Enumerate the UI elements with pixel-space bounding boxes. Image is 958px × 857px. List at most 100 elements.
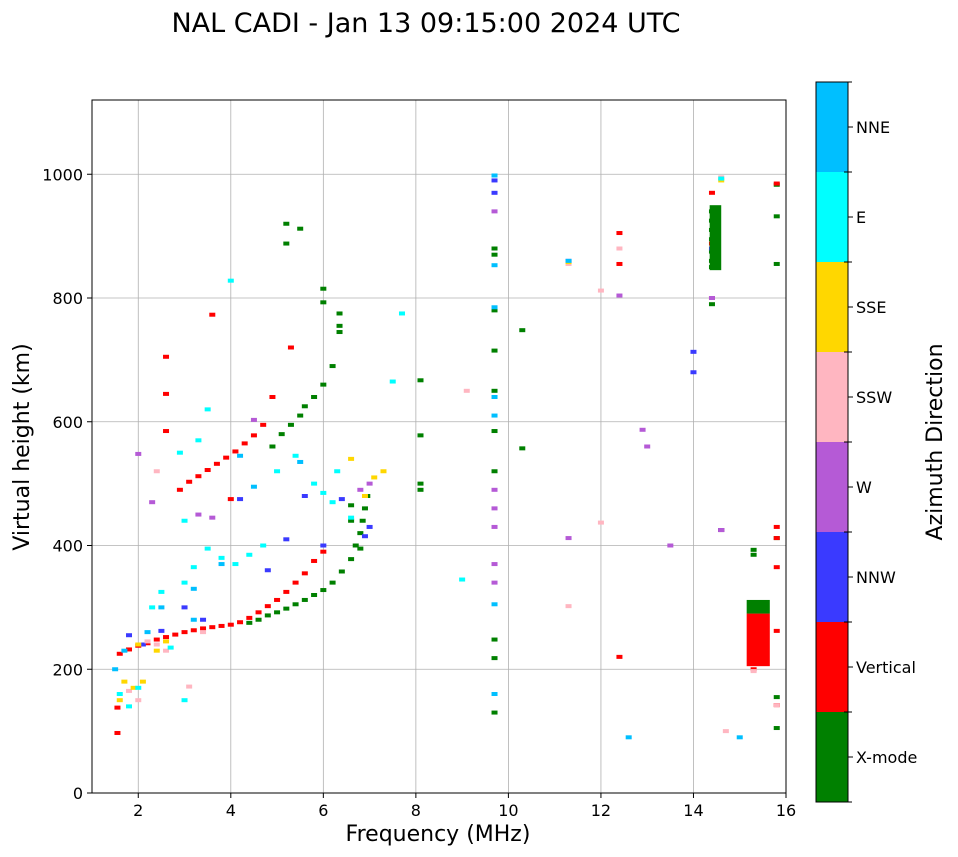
data-point: [237, 620, 244, 625]
series-nne: [112, 173, 743, 740]
colorbar-segment: [816, 352, 848, 442]
data-point: [491, 388, 498, 393]
data-point: [338, 497, 345, 502]
data-point: [329, 500, 336, 505]
data-point: [144, 630, 151, 635]
data-point: [491, 524, 498, 529]
data-point: [750, 552, 757, 557]
data-point: [320, 543, 327, 548]
data-point: [153, 637, 160, 642]
data-point: [491, 413, 498, 418]
data-point: [338, 569, 345, 574]
data-point: [241, 441, 248, 446]
y-tick-label: 400: [52, 537, 83, 556]
data-point: [204, 407, 211, 412]
data-point: [311, 593, 318, 597]
data-point: [264, 568, 271, 573]
data-point: [181, 605, 188, 610]
data-point: [190, 628, 197, 633]
data-point: [163, 648, 170, 653]
data-point: [361, 534, 368, 539]
data-point: [250, 484, 257, 489]
data-point: [135, 685, 142, 690]
data-point: [348, 518, 355, 523]
data-point: [311, 481, 318, 486]
y-tick-label: 800: [52, 289, 83, 308]
data-point: [616, 231, 623, 236]
data-point: [644, 444, 651, 449]
data-point: [311, 558, 318, 563]
data-bar: [746, 599, 770, 614]
data-point: [237, 453, 244, 458]
data-point: [181, 630, 188, 635]
data-point: [366, 481, 373, 486]
colorbar-tick-label: NNW: [856, 568, 896, 587]
data-point: [195, 474, 202, 479]
data-point: [301, 404, 308, 409]
data-point: [135, 451, 142, 456]
data-point: [371, 475, 378, 480]
data-point: [320, 490, 327, 495]
colorbar-tick-label: NNE: [856, 118, 890, 137]
series-w: [135, 209, 725, 585]
data-point: [750, 669, 757, 674]
data-point: [639, 427, 646, 432]
data-point: [336, 330, 343, 335]
colorbar-tick-label: SSW: [856, 388, 892, 407]
colorbar-segment: [816, 82, 848, 172]
data-point: [274, 597, 281, 602]
data-point: [114, 705, 121, 710]
data-point: [176, 487, 183, 492]
data-point: [491, 692, 498, 696]
data-point: [311, 395, 318, 399]
data-point: [297, 226, 304, 231]
data-point: [126, 688, 133, 693]
data-point: [667, 543, 674, 548]
data-point: [773, 214, 780, 219]
data-point: [163, 429, 170, 434]
data-point: [398, 311, 405, 316]
data-point: [348, 515, 355, 520]
data-point: [366, 524, 373, 529]
x-axis-label: Frequency (MHz): [346, 822, 531, 847]
data-points: [112, 173, 780, 740]
data-point: [158, 628, 165, 633]
data-bar: [746, 613, 770, 667]
data-point: [380, 469, 387, 474]
data-point: [283, 241, 290, 246]
data-point: [144, 639, 151, 644]
data-point: [213, 461, 220, 466]
data-point: [773, 628, 780, 633]
data-point: [195, 438, 202, 443]
data-point: [773, 524, 780, 529]
data-point: [250, 433, 257, 438]
data-point: [176, 450, 183, 455]
data-bar: [709, 205, 722, 271]
data-point: [361, 506, 368, 511]
data-point: [260, 543, 267, 548]
data-point: [491, 178, 498, 183]
data-point: [357, 531, 364, 536]
data-point: [773, 695, 780, 700]
data-point: [116, 651, 123, 656]
data-point: [218, 562, 225, 567]
data-point: [773, 726, 780, 731]
data-point: [597, 288, 604, 293]
x-tick-label: 4: [226, 801, 236, 820]
data-point: [491, 308, 498, 313]
series-vertical: [114, 181, 780, 735]
data-point: [348, 557, 355, 562]
data-point: [292, 453, 299, 458]
plot-area: [92, 100, 786, 793]
data-point: [301, 494, 308, 498]
data-point: [274, 610, 281, 615]
data-point: [491, 562, 498, 567]
data-point: [491, 395, 498, 399]
data-point: [158, 605, 165, 610]
colorbar-frame: [815, 81, 849, 803]
data-point: [112, 667, 119, 672]
data-point: [246, 552, 253, 557]
grid-lines: [92, 100, 786, 793]
x-tick-label: 14: [683, 801, 703, 820]
